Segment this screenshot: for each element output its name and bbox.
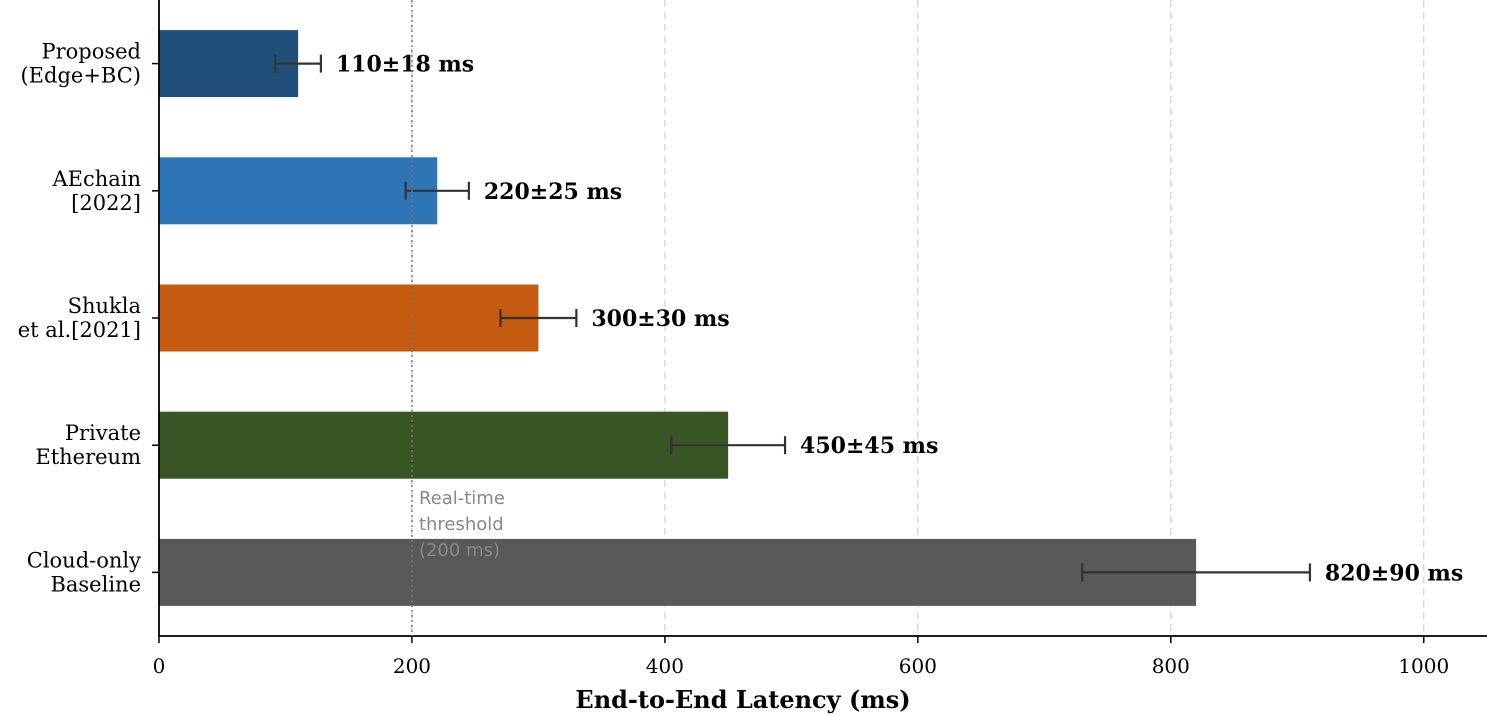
threshold-line-group: Real-time threshold (200 ms) [411, 0, 505, 636]
x-tick-label-3: 600 [899, 654, 937, 678]
y-tick-label-4-0: Cloud-only [27, 548, 141, 572]
bars-group [159, 30, 1197, 606]
value-label-4: 820±90 ms [1325, 560, 1463, 586]
x-tick-label-2: 400 [646, 654, 684, 678]
y-tick-label-3-1: Ethereum [35, 445, 141, 469]
y-tick-label-3-0: Private [65, 421, 141, 445]
value-label-1: 220±25 ms [484, 179, 622, 205]
bar-3 [159, 411, 729, 479]
y-tick-label-2-1: et al.[2021] [18, 318, 141, 342]
y-tick-label-2-0: Shukla [68, 294, 141, 318]
value-labels-group: 110±18 ms 220±25 ms 300±30 ms 450±45 ms 820±… [336, 52, 1463, 587]
y-tick-label-1-0: AEchain [51, 167, 141, 191]
error-bars-group [274, 54, 1312, 582]
x-tick-label-1: 200 [393, 654, 431, 678]
threshold-label-1: threshold [419, 514, 504, 535]
value-label-2: 300±30 ms [591, 306, 729, 332]
y-tick-label-1-1: [2022] [71, 191, 141, 215]
x-tick-label-0: 0 [153, 654, 166, 678]
bar-1 [159, 157, 438, 225]
y-tick-label-0-1: (Edge+BC) [20, 64, 141, 88]
threshold-label-0: Real-time [419, 488, 505, 509]
value-label-3: 450±45 ms [800, 433, 938, 459]
x-tick-label-5: 1000 [1398, 654, 1449, 678]
x-axis-title: End-to-End Latency (ms) [575, 685, 910, 714]
x-tick-labels-group: 0 200 400 600 800 1000 [153, 654, 1450, 678]
bar-4 [159, 538, 1197, 606]
threshold-label-2: (200 ms) [419, 540, 500, 561]
x-tick-label-4: 800 [1152, 654, 1190, 678]
value-label-0: 110±18 ms [336, 52, 474, 78]
axes-group [152, 0, 1487, 643]
y-tick-label-4-1: Baseline [50, 572, 141, 596]
bar-2 [159, 284, 539, 352]
y-tick-label-0-0: Proposed [41, 40, 141, 64]
